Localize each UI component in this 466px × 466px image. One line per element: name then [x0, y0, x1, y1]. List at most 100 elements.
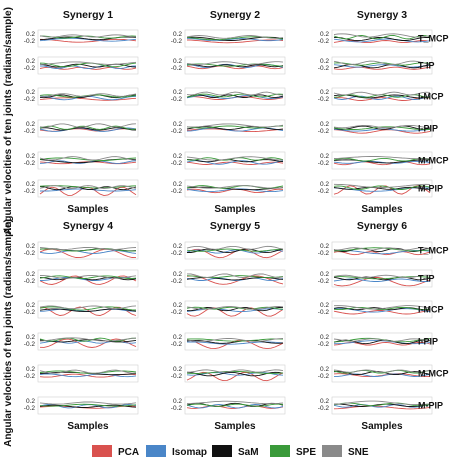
series-line-sam	[39, 186, 137, 191]
series-line-sam	[333, 276, 431, 281]
series-line-isomap	[186, 38, 284, 42]
series-line-sne	[186, 369, 284, 373]
series-line-sne	[39, 93, 137, 97]
series-line-pca	[39, 97, 137, 101]
tick-label: 0.2	[26, 121, 35, 128]
subplot: 0.2-0.2	[171, 151, 286, 170]
series-line-pca	[186, 65, 284, 70]
subplot: 0.2-0.2	[24, 269, 139, 288]
series-line-sne	[333, 369, 431, 373]
joint-label-t-ip: T-IP	[418, 61, 435, 71]
series-line-sne	[333, 60, 431, 66]
series-line-isomap	[186, 403, 284, 409]
tick-label: 0.2	[320, 58, 329, 65]
subplot: 0.2-0.2	[171, 300, 286, 319]
series-line-isomap	[333, 64, 431, 68]
joint-label-m-pip: M-PIP	[418, 184, 443, 194]
tick-label: 0.2	[26, 334, 35, 341]
synergy-panel: Synergy 5Samples0.2-0.20.2-0.20.2-0.20.2…	[171, 220, 286, 432]
series-line-sne	[186, 61, 284, 65]
tick-label: 0.2	[26, 302, 35, 309]
subplot: 0.2-0.2	[171, 29, 286, 48]
subplot: 0.2-0.2 M-MCP	[318, 364, 449, 383]
panel-title: Synergy 5	[210, 220, 260, 232]
series-line-sam	[39, 276, 137, 281]
series-line-isomap	[186, 341, 284, 345]
subplot: 0.2-0.2 T_MCP	[318, 241, 449, 260]
series-line-pca	[39, 275, 137, 285]
series-line-spe	[333, 306, 431, 311]
series-line-sne	[333, 156, 431, 160]
subplot: 0.2-0.2	[171, 396, 286, 415]
series-line-sne	[186, 273, 284, 278]
tick-label: -0.2	[24, 188, 36, 195]
series-line-sne	[333, 247, 431, 251]
subplot: 0.2-0.2	[24, 87, 139, 106]
series-line-isomap	[333, 95, 431, 100]
panel-title: Synergy 4	[63, 220, 113, 232]
tick-label: -0.2	[318, 405, 330, 412]
series-line-pca	[333, 276, 431, 287]
tick-label: 0.2	[320, 334, 329, 341]
series-line-sne	[39, 185, 137, 189]
series-line-isomap	[39, 127, 137, 132]
series-line-sne	[39, 305, 137, 310]
y-axis-label: Angular velocities of ten joints (radian…	[3, 219, 14, 447]
series-line-sne	[39, 61, 137, 65]
joint-label-m-mcp: M-MCP	[418, 369, 449, 379]
series-line-spe	[186, 403, 284, 407]
joint-label-m-mcp: M-MCP	[418, 156, 449, 166]
series-line-sne	[333, 124, 431, 129]
series-line-sam	[39, 127, 137, 131]
subplot-frame	[37, 396, 139, 415]
series-line-pca	[333, 310, 431, 315]
series-line-sne	[333, 91, 431, 96]
series-line-sne	[333, 33, 431, 38]
subplot: 0.2-0.2	[24, 56, 139, 75]
tick-label: -0.2	[318, 278, 330, 285]
tick-label: 0.2	[173, 243, 182, 250]
joint-label-m-pip: M-PIP	[418, 401, 443, 411]
subplot: 0.2-0.2	[24, 119, 139, 138]
tick-label: -0.2	[171, 405, 183, 412]
tick-label: 0.2	[173, 302, 182, 309]
joint-label-i-mcp: I-MCP	[418, 92, 444, 102]
subplot: 0.2-0.2	[171, 364, 286, 383]
tick-label: -0.2	[171, 160, 183, 167]
tick-label: -0.2	[24, 38, 36, 45]
subplot-frame	[331, 56, 433, 75]
legend-swatch	[146, 445, 166, 457]
x-axis-label: Samples	[361, 204, 403, 215]
series-line-spe	[186, 248, 284, 252]
series-line-sam	[333, 247, 431, 253]
series-line-pca	[333, 129, 431, 134]
tick-label: 0.2	[26, 243, 35, 250]
tick-label: -0.2	[24, 65, 36, 72]
tick-label: -0.2	[171, 65, 183, 72]
tick-label: -0.2	[171, 250, 183, 257]
series-line-sam	[333, 186, 431, 190]
tick-label: -0.2	[24, 128, 36, 135]
legend-label: Isomap	[172, 447, 207, 458]
subplot: 0.2-0.2 I-PIP	[318, 332, 438, 351]
legend-item-isomap: Isomap	[146, 445, 207, 458]
subplot-frame	[184, 269, 286, 288]
series-line-sam	[186, 186, 284, 191]
tick-label: -0.2	[171, 128, 183, 135]
series-line-isomap	[334, 373, 431, 377]
tick-label: -0.2	[318, 188, 330, 195]
tick-label: -0.2	[318, 250, 330, 257]
series-line-spe	[186, 338, 284, 342]
series-line-sne	[186, 91, 284, 96]
series-line-sam	[333, 159, 431, 164]
subplot: 0.2-0.2 M-PIP	[318, 179, 443, 198]
tick-label: 0.2	[26, 89, 35, 96]
subplot-frame	[184, 364, 286, 383]
subplot: 0.2-0.2	[24, 241, 139, 260]
subplot: 0.2-0.2 T-IP	[318, 56, 435, 75]
series-line-spe	[333, 185, 431, 190]
series-line-isomap	[40, 65, 137, 70]
tick-label: 0.2	[26, 31, 35, 38]
series-line-sne	[333, 338, 431, 342]
joint-label-t-ip: T-IP	[418, 274, 435, 284]
